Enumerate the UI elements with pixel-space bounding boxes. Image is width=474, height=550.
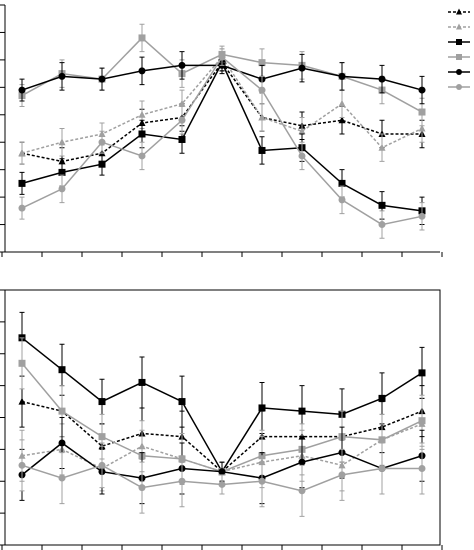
marker: [298, 127, 306, 135]
marker: [178, 116, 186, 124]
marker: [378, 465, 386, 472]
marker: [456, 54, 462, 60]
marker: [378, 75, 386, 83]
marker: [178, 99, 186, 107]
marker: [456, 69, 462, 75]
marker: [138, 110, 146, 118]
marker: [338, 72, 346, 80]
marker: [98, 75, 106, 83]
marker: [58, 168, 66, 176]
marker: [178, 135, 186, 143]
marker: [138, 130, 146, 138]
marker: [218, 53, 226, 61]
marker: [258, 146, 266, 154]
marker: [456, 23, 462, 30]
marker: [178, 477, 186, 485]
marker: [298, 458, 306, 466]
series-line: [21, 55, 423, 154]
marker: [378, 394, 386, 402]
marker: [18, 179, 26, 187]
marker: [178, 61, 186, 69]
marker: [258, 477, 266, 485]
marker: [418, 465, 426, 472]
series-line: [21, 56, 423, 226]
marker: [18, 86, 26, 94]
marker: [178, 398, 186, 406]
marker: [378, 143, 386, 151]
marker: [18, 204, 26, 212]
marker: [418, 212, 426, 220]
marker: [418, 86, 426, 94]
marker: [378, 201, 386, 209]
marker: [138, 34, 146, 42]
marker: [98, 398, 106, 406]
marker: [456, 84, 462, 90]
marker: [298, 64, 306, 72]
marker: [98, 461, 106, 469]
series-line: [21, 60, 423, 212]
marker: [338, 179, 346, 187]
marker: [418, 417, 426, 425]
marker: [58, 407, 66, 415]
marker: [298, 407, 306, 415]
series-line: [21, 400, 423, 473]
marker: [58, 474, 66, 482]
marker: [138, 378, 146, 386]
marker: [138, 67, 146, 75]
marker: [338, 99, 346, 107]
series-line: [21, 362, 423, 473]
marker: [258, 59, 266, 67]
marker: [418, 108, 426, 116]
marker: [98, 160, 106, 168]
marker: [98, 138, 106, 146]
marker: [298, 487, 306, 495]
marker: [456, 8, 462, 15]
marker: [258, 86, 266, 94]
marker: [58, 439, 66, 447]
marker: [18, 359, 26, 367]
marker: [58, 366, 66, 374]
marker: [258, 404, 266, 412]
marker: [218, 480, 226, 488]
marker: [18, 461, 26, 469]
marker: [98, 433, 106, 441]
marker: [338, 471, 346, 479]
marker: [378, 221, 386, 229]
marker: [138, 152, 146, 160]
marker: [338, 116, 346, 124]
series-line: [21, 337, 423, 474]
marker: [418, 369, 426, 377]
marker: [378, 436, 386, 444]
marker: [18, 149, 26, 157]
marker: [138, 484, 146, 492]
marker: [58, 72, 66, 80]
marker: [58, 138, 66, 146]
marker: [298, 152, 306, 160]
marker: [58, 185, 66, 193]
marker: [456, 39, 462, 45]
marker: [338, 196, 346, 204]
marker: [418, 124, 426, 132]
marker: [258, 113, 266, 121]
marker: [218, 468, 226, 476]
marker: [18, 397, 26, 405]
